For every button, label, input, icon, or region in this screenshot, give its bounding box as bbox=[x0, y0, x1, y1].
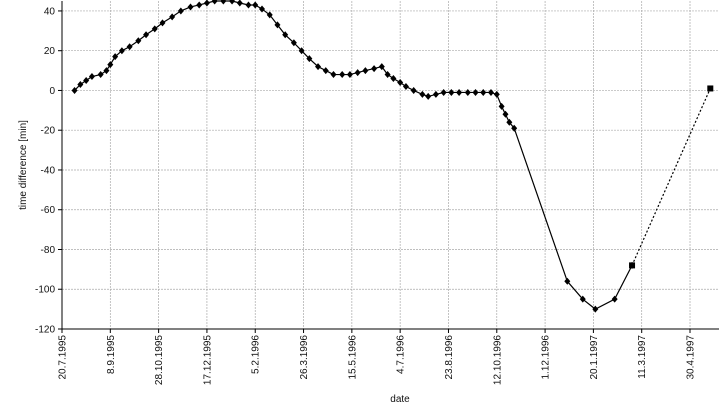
marker bbox=[564, 277, 571, 285]
x-tick-label: 8.9.1995 bbox=[106, 335, 117, 374]
line bbox=[631, 88, 711, 266]
y-tick-label: -20 bbox=[41, 126, 56, 137]
marker bbox=[419, 90, 426, 98]
x-tick-label: 17.12.1995 bbox=[202, 335, 213, 385]
marker bbox=[384, 71, 391, 79]
marker bbox=[77, 80, 84, 88]
marker bbox=[143, 31, 150, 39]
marker bbox=[487, 88, 494, 96]
marker bbox=[274, 21, 281, 29]
x-tick-label: 12.10.1996 bbox=[492, 335, 503, 385]
marker bbox=[159, 19, 166, 27]
marker bbox=[298, 47, 305, 55]
marker bbox=[498, 102, 505, 110]
marker bbox=[629, 262, 636, 269]
line bbox=[74, 0, 633, 310]
x-tick-label: 4.7.1996 bbox=[396, 335, 407, 374]
marker bbox=[107, 61, 114, 69]
marker bbox=[97, 71, 104, 79]
marker bbox=[88, 73, 95, 81]
marker bbox=[282, 31, 289, 39]
marker bbox=[258, 5, 265, 13]
marker bbox=[371, 65, 378, 73]
marker bbox=[456, 88, 463, 96]
marker bbox=[493, 90, 500, 98]
marker bbox=[362, 67, 369, 75]
marker bbox=[464, 88, 471, 96]
marker bbox=[236, 0, 243, 7]
x-tick-label: 5.2.1996 bbox=[251, 335, 262, 374]
marker bbox=[472, 88, 479, 96]
x-tick-label: 28.10.1995 bbox=[154, 335, 165, 385]
x-tick-label: 1.12.1996 bbox=[541, 335, 552, 380]
marker bbox=[506, 118, 513, 126]
marker bbox=[211, 0, 218, 5]
marker bbox=[135, 37, 142, 45]
x-axis-label: date bbox=[390, 394, 410, 405]
marker bbox=[203, 0, 210, 7]
marker bbox=[378, 63, 385, 71]
y-tick-label: 0 bbox=[49, 86, 55, 97]
marker bbox=[502, 110, 509, 118]
y-tick-label: -80 bbox=[41, 245, 56, 256]
marker bbox=[252, 1, 259, 9]
y-tick-label: -100 bbox=[35, 285, 55, 296]
marker bbox=[126, 43, 133, 51]
y-tick-label: 40 bbox=[44, 6, 56, 17]
marker bbox=[425, 92, 432, 100]
marker bbox=[187, 3, 194, 11]
marker bbox=[266, 11, 273, 19]
marker bbox=[196, 1, 203, 9]
x-tick-label: 15.5.1996 bbox=[347, 335, 358, 380]
marker bbox=[707, 85, 714, 92]
marker bbox=[339, 71, 346, 79]
marker bbox=[511, 124, 518, 132]
marker bbox=[448, 88, 455, 96]
marker bbox=[440, 88, 447, 96]
marker bbox=[103, 67, 110, 75]
y-tick-label: -120 bbox=[35, 325, 55, 336]
marker bbox=[410, 86, 417, 94]
y-tick-label: -40 bbox=[41, 165, 56, 176]
marker bbox=[71, 86, 78, 94]
marker bbox=[112, 53, 119, 61]
marker bbox=[402, 82, 409, 90]
x-tick-label: 20.1.1997 bbox=[589, 335, 600, 380]
marker bbox=[118, 47, 125, 55]
marker bbox=[245, 1, 252, 9]
marker bbox=[151, 25, 158, 33]
x-tick-label: 20.7.1995 bbox=[58, 335, 69, 380]
marker bbox=[306, 55, 313, 63]
y-tick-label: 20 bbox=[44, 46, 56, 57]
marker bbox=[322, 67, 329, 75]
marker bbox=[177, 7, 184, 15]
marker bbox=[354, 69, 361, 77]
marker bbox=[83, 77, 90, 85]
x-tick-label: 23.8.1996 bbox=[444, 335, 455, 380]
marker bbox=[330, 71, 337, 79]
y-axis-label: time difference [min] bbox=[18, 120, 29, 210]
marker bbox=[220, 0, 227, 5]
marker bbox=[611, 295, 618, 303]
marker bbox=[432, 90, 439, 98]
marker bbox=[315, 63, 322, 71]
marker bbox=[592, 305, 599, 313]
x-tick-label: 11.3.1997 bbox=[637, 335, 648, 379]
marker bbox=[579, 295, 586, 303]
x-tick-label: 26.3.1996 bbox=[299, 335, 310, 380]
marker bbox=[346, 71, 353, 79]
marker bbox=[480, 88, 487, 96]
marker bbox=[397, 79, 404, 87]
marker bbox=[390, 75, 397, 83]
marker bbox=[229, 0, 236, 5]
x-tick-label: 30.4.1997 bbox=[686, 335, 697, 380]
marker bbox=[169, 13, 176, 21]
y-tick-label: -60 bbox=[41, 205, 56, 216]
marker bbox=[290, 39, 297, 47]
